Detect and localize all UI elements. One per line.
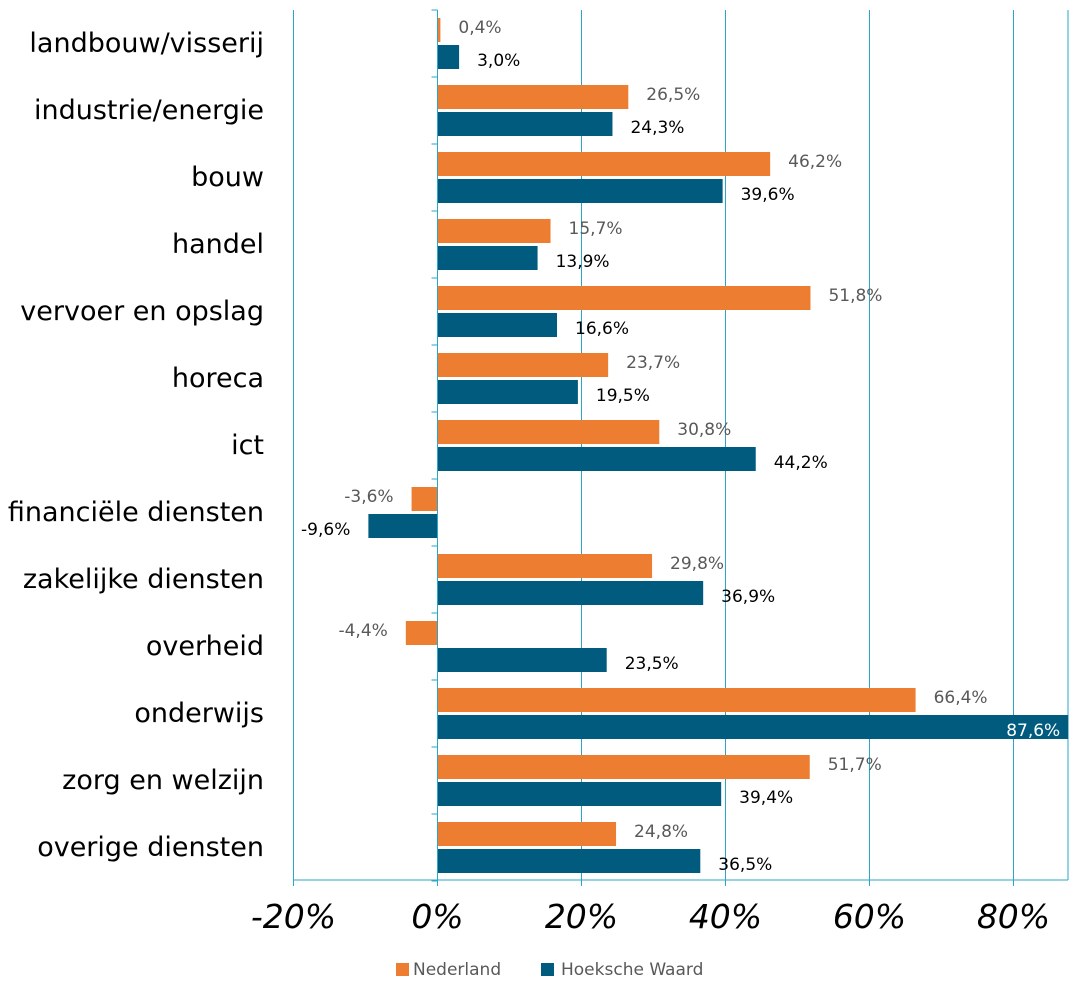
category-label: onderwijs xyxy=(134,698,264,729)
x-tick-label: 40% xyxy=(689,897,762,936)
data-label: 24,3% xyxy=(630,118,684,138)
data-label: 16,6% xyxy=(575,319,629,339)
legend-swatch xyxy=(541,963,554,976)
bar-nederland xyxy=(437,219,551,243)
data-label: 39,6% xyxy=(741,185,795,205)
bar-nederland xyxy=(437,85,629,109)
x-tick-label: -20% xyxy=(251,897,336,936)
bar-hoeksche-waard xyxy=(437,246,538,270)
data-label: -9,6% xyxy=(301,520,350,540)
data-label: 44,2% xyxy=(774,453,828,473)
category-label: overheid xyxy=(146,631,264,662)
data-labels: 0,4% 3,0% 26,5% 24,3% 46,2% 39,6% 15,7% 13,9% 51… xyxy=(301,18,1060,875)
bar-nederland xyxy=(437,554,653,578)
bar-hoeksche-waard xyxy=(437,313,558,337)
category-label: ict xyxy=(231,430,264,461)
data-label: 3,0% xyxy=(477,51,520,71)
data-label: 51,7% xyxy=(828,755,882,775)
category-label: zakelijke diensten xyxy=(23,564,264,595)
category-label: overige diensten xyxy=(37,832,264,863)
category-label: landbouw/visserij xyxy=(29,28,264,59)
data-label: 39,4% xyxy=(739,788,793,808)
bar-nederland xyxy=(437,420,660,444)
legend: Nederland Hoeksche Waard xyxy=(396,960,703,980)
bars xyxy=(368,18,1069,873)
data-label: 51,8% xyxy=(828,286,882,306)
x-tick-label: 20% xyxy=(545,897,618,936)
bar-hoeksche-waard xyxy=(368,514,438,538)
bar-hoeksche-waard xyxy=(437,45,460,69)
bar-nederland xyxy=(405,621,438,645)
bar-hoeksche-waard xyxy=(437,782,722,806)
bar-hoeksche-waard xyxy=(437,179,723,203)
bar-nederland xyxy=(437,755,810,779)
x-tick-label: 0% xyxy=(411,897,463,936)
category-label: zorg en welzijn xyxy=(62,765,264,796)
bar-hoeksche-waard xyxy=(437,447,756,471)
bar-nederland xyxy=(437,18,441,42)
category-label: horeca xyxy=(172,363,264,394)
data-label: 30,8% xyxy=(677,420,731,440)
bar-nederland xyxy=(437,286,811,310)
category-label: vervoer en opslag xyxy=(20,296,264,327)
bar-hoeksche-waard xyxy=(437,380,578,404)
legend-swatch xyxy=(396,963,409,976)
data-label: 29,8% xyxy=(670,554,724,574)
x-tick-label: 60% xyxy=(833,897,906,936)
bar-nederland xyxy=(437,688,916,712)
bar-nederland xyxy=(411,487,438,511)
data-label: 19,5% xyxy=(596,386,650,406)
gridlines xyxy=(293,10,1069,880)
legend-label: Nederland xyxy=(413,960,501,980)
x-tick-label: 80% xyxy=(977,897,1050,936)
bar-hoeksche-waard xyxy=(437,849,701,873)
data-label: 15,7% xyxy=(569,219,623,239)
data-label: 26,5% xyxy=(646,85,700,105)
data-label: 24,8% xyxy=(634,822,688,842)
axes: -20% 0% 20% 40% 60% 80% landbouw/visserij indus… xyxy=(8,9,1068,936)
bar-hoeksche-waard xyxy=(437,715,1069,739)
category-label: industrie/energie xyxy=(34,95,264,126)
data-label: 23,7% xyxy=(626,353,680,373)
bar-hoeksche-waard xyxy=(437,581,704,605)
data-label: 87,6% xyxy=(1006,721,1060,741)
data-label: -3,6% xyxy=(344,487,393,507)
bar-nederland xyxy=(437,353,609,377)
data-label: 23,5% xyxy=(625,654,679,674)
bar-nederland xyxy=(437,822,617,846)
data-label: 46,2% xyxy=(788,152,842,172)
data-label: 13,9% xyxy=(556,252,610,272)
data-label: -4,4% xyxy=(338,621,387,641)
legend-label: Hoeksche Waard xyxy=(561,960,703,980)
bar-hoeksche-waard xyxy=(437,112,613,136)
data-label: 0,4% xyxy=(458,18,501,38)
bar-hoeksche-waard xyxy=(437,648,607,672)
data-label: 36,9% xyxy=(721,587,775,607)
data-label: 66,4% xyxy=(934,688,988,708)
category-label: bouw xyxy=(191,162,264,193)
category-label: handel xyxy=(172,229,264,260)
bar-nederland xyxy=(437,152,771,176)
category-label: financiële diensten xyxy=(8,497,264,528)
data-label: 36,5% xyxy=(718,855,772,875)
